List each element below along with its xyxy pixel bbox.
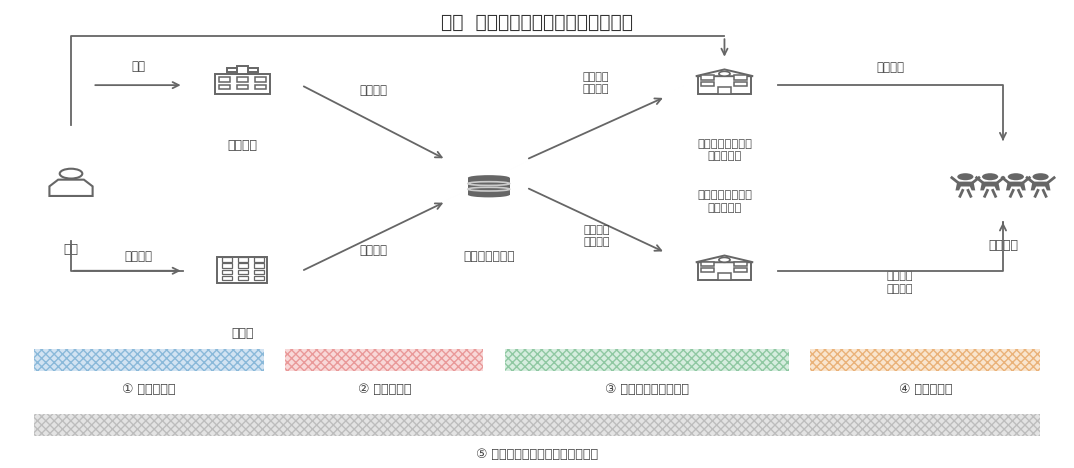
FancyBboxPatch shape bbox=[237, 77, 248, 82]
Ellipse shape bbox=[468, 192, 510, 197]
Circle shape bbox=[982, 173, 998, 180]
FancyBboxPatch shape bbox=[33, 414, 1041, 436]
FancyBboxPatch shape bbox=[698, 76, 751, 95]
FancyBboxPatch shape bbox=[255, 77, 265, 82]
FancyBboxPatch shape bbox=[238, 257, 248, 262]
FancyBboxPatch shape bbox=[222, 270, 232, 274]
FancyBboxPatch shape bbox=[286, 349, 483, 371]
Text: 仮名加工
医療情報: 仮名加工 医療情報 bbox=[584, 225, 610, 247]
FancyBboxPatch shape bbox=[734, 262, 748, 266]
FancyBboxPatch shape bbox=[237, 66, 248, 74]
FancyBboxPatch shape bbox=[222, 276, 232, 280]
FancyBboxPatch shape bbox=[505, 349, 788, 371]
FancyBboxPatch shape bbox=[217, 257, 267, 283]
Circle shape bbox=[957, 173, 973, 180]
FancyBboxPatch shape bbox=[227, 68, 258, 72]
FancyBboxPatch shape bbox=[255, 85, 265, 89]
Text: ④ 成果の創出: ④ 成果の創出 bbox=[899, 383, 952, 396]
Text: 仮名加工医療情報
利用事業者: 仮名加工医療情報 利用事業者 bbox=[697, 190, 752, 213]
Text: 診療: 診療 bbox=[131, 59, 145, 73]
FancyBboxPatch shape bbox=[700, 268, 714, 272]
FancyBboxPatch shape bbox=[700, 75, 714, 80]
Circle shape bbox=[719, 71, 730, 76]
Polygon shape bbox=[696, 256, 753, 262]
FancyBboxPatch shape bbox=[734, 268, 748, 272]
FancyBboxPatch shape bbox=[222, 263, 232, 268]
Text: 研究成果: 研究成果 bbox=[876, 61, 904, 74]
FancyBboxPatch shape bbox=[698, 262, 751, 280]
FancyBboxPatch shape bbox=[219, 85, 230, 89]
Text: 医療情報: 医療情報 bbox=[359, 84, 387, 97]
FancyBboxPatch shape bbox=[219, 77, 230, 82]
Ellipse shape bbox=[468, 175, 510, 181]
Text: 認定作成事業者: 認定作成事業者 bbox=[463, 250, 514, 263]
Text: 匿名加工医療情報
利用事業者: 匿名加工医療情報 利用事業者 bbox=[697, 139, 752, 161]
FancyBboxPatch shape bbox=[238, 270, 248, 274]
Circle shape bbox=[1007, 173, 1024, 180]
Text: 社会還元: 社会還元 bbox=[988, 239, 1018, 252]
FancyBboxPatch shape bbox=[734, 75, 748, 80]
FancyBboxPatch shape bbox=[810, 349, 1041, 371]
FancyBboxPatch shape bbox=[222, 257, 232, 262]
Text: ② 情報の集約: ② 情報の集約 bbox=[358, 383, 411, 396]
Text: ⑤ 利用の活性化・情報の適正利用: ⑤ 利用の活性化・情報の適正利用 bbox=[476, 448, 598, 461]
FancyBboxPatch shape bbox=[33, 349, 264, 371]
FancyBboxPatch shape bbox=[215, 74, 271, 95]
FancyBboxPatch shape bbox=[700, 81, 714, 86]
Text: 国民: 国民 bbox=[63, 243, 78, 256]
Polygon shape bbox=[956, 182, 975, 190]
Text: 自治体: 自治体 bbox=[231, 327, 253, 340]
Text: ① 情報の生成: ① 情報の生成 bbox=[122, 383, 175, 396]
FancyBboxPatch shape bbox=[237, 85, 248, 89]
FancyBboxPatch shape bbox=[253, 257, 263, 262]
FancyBboxPatch shape bbox=[238, 263, 248, 268]
FancyBboxPatch shape bbox=[734, 81, 748, 86]
Text: 健診結果: 健診結果 bbox=[359, 244, 387, 257]
Polygon shape bbox=[1031, 182, 1050, 190]
Text: 医療機関: 医療機関 bbox=[228, 139, 258, 152]
Circle shape bbox=[1032, 173, 1048, 180]
Circle shape bbox=[719, 257, 730, 262]
FancyBboxPatch shape bbox=[253, 263, 263, 268]
Polygon shape bbox=[1006, 182, 1026, 190]
Text: ③ 加工医療情報の提供: ③ 加工医療情報の提供 bbox=[605, 383, 688, 396]
FancyBboxPatch shape bbox=[719, 87, 730, 95]
Circle shape bbox=[60, 169, 83, 179]
FancyBboxPatch shape bbox=[253, 276, 263, 280]
Polygon shape bbox=[696, 69, 753, 76]
FancyBboxPatch shape bbox=[238, 276, 248, 280]
FancyBboxPatch shape bbox=[468, 178, 510, 195]
Text: 健康診断: 健康診断 bbox=[125, 250, 153, 263]
FancyBboxPatch shape bbox=[700, 262, 714, 266]
FancyBboxPatch shape bbox=[719, 273, 730, 280]
Polygon shape bbox=[49, 180, 92, 196]
Text: 匿名加工
医療情報: 匿名加工 医療情報 bbox=[583, 72, 609, 95]
Text: 研究成果
薬事申請: 研究成果 薬事申請 bbox=[886, 271, 913, 293]
Text: 図１  論点整理に使用する５つの分類: 図１ 論点整理に使用する５つの分類 bbox=[441, 13, 633, 32]
FancyBboxPatch shape bbox=[253, 270, 263, 274]
Polygon shape bbox=[981, 182, 1000, 190]
